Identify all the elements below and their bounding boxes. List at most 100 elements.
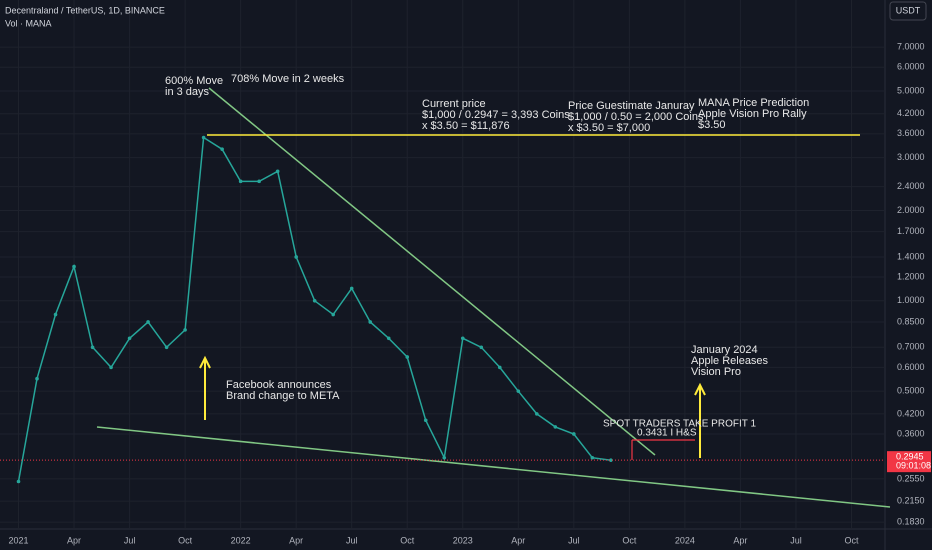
y-tick-label: 0.8500 — [897, 316, 925, 326]
annotation: MANA Price Prediction — [698, 97, 809, 109]
chart-subtitle: Vol · MANA — [5, 18, 52, 28]
currency-button[interactable] — [889, 1, 927, 21]
y-tick-label: 0.2550 — [897, 473, 925, 483]
x-tick-label: Apr — [733, 535, 747, 545]
price-point — [331, 312, 335, 317]
neckline — [631, 439, 695, 460]
currency-label[interactable]: USDT — [896, 5, 921, 15]
x-tick-label: Apr — [289, 535, 303, 545]
annotation: SPOT TRADERS TAKE PROFIT 1 — [603, 419, 756, 430]
trend-line — [96, 426, 891, 508]
price-point — [146, 320, 150, 324]
price-point — [16, 479, 21, 484]
x-tick-label: Oct — [178, 535, 193, 545]
y-tick-label: 7.0000 — [897, 42, 925, 52]
y-tick-label: 4.2000 — [897, 108, 925, 118]
annotation: $3.50 — [698, 119, 726, 131]
price-point — [479, 345, 484, 350]
x-tick-label: Oct — [622, 535, 637, 545]
arrow — [694, 382, 706, 458]
annotation: x $3.50 = $11,876 — [422, 120, 510, 132]
x-tick-label: Jul — [790, 535, 802, 545]
annotation: 708% Move in 2 weeks — [231, 73, 345, 85]
annotation: Facebook announces — [226, 379, 332, 391]
price-point — [90, 345, 95, 350]
price-point — [609, 458, 613, 462]
price-point — [497, 365, 502, 370]
price-point — [275, 169, 280, 174]
x-tick-label: Jul — [568, 535, 580, 545]
y-tick-label: 6.0000 — [897, 62, 925, 72]
annotation: 600% Move — [165, 75, 223, 87]
y-tick-label: 2.0000 — [897, 205, 925, 215]
price-point — [516, 389, 521, 393]
y-tick-label: 0.7000 — [897, 342, 925, 352]
annotation: Vision Pro — [691, 366, 741, 378]
price-point — [590, 455, 595, 460]
y-tick-label: 3.6000 — [897, 128, 925, 138]
annotation: Brand change to META — [226, 390, 340, 402]
y-tick-label: 0.5000 — [897, 386, 925, 396]
price-point — [572, 432, 576, 436]
price-point — [127, 336, 132, 341]
annotation: in 3 days — [165, 86, 210, 98]
annotation: Apple Vision Pro Rally — [698, 108, 807, 120]
trend-line — [208, 87, 656, 456]
price-point — [405, 355, 410, 359]
price-point — [257, 179, 261, 184]
price-point — [35, 376, 39, 381]
price-point — [72, 264, 76, 269]
y-tick-label: 0.2150 — [897, 496, 925, 506]
price-point — [53, 312, 58, 317]
price-point — [535, 412, 539, 416]
annotation: Apple Releases — [691, 355, 769, 367]
price-point — [109, 365, 113, 370]
x-tick-label: Apr — [67, 535, 81, 545]
x-tick-label: Jul — [124, 535, 136, 545]
price-point — [386, 336, 391, 341]
last-price-label: 0.2945 — [896, 452, 924, 462]
price-point — [442, 455, 447, 460]
price-point — [423, 418, 428, 423]
y-tick-label: 0.1830 — [897, 517, 925, 527]
price-point — [312, 298, 317, 303]
y-tick-label: 2.4000 — [897, 181, 925, 191]
price-point — [294, 255, 298, 259]
chart-title: Decentraland / TetherUS, 1D, BINANCE — [5, 5, 165, 15]
grid — [0, 0, 885, 529]
y-tick-label: 5.0000 — [897, 85, 925, 95]
price-point — [201, 135, 206, 140]
countdown: 09:01:08 — [896, 461, 931, 471]
annotation: x $3.50 = $7,000 — [568, 122, 650, 134]
y-tick-label: 3.0000 — [897, 152, 925, 162]
price-point — [238, 179, 243, 184]
last-price-box — [887, 451, 931, 473]
x-tick-label: 2024 — [675, 535, 695, 545]
price-point — [553, 425, 558, 429]
x-tick-label: 2022 — [231, 535, 251, 545]
x-tick-label: Oct — [400, 535, 415, 545]
arrow — [199, 355, 211, 420]
price-point — [349, 286, 354, 291]
y-tick-label: 1.4000 — [897, 251, 925, 261]
plot — [16, 135, 613, 484]
y-tick-label: 0.4200 — [897, 408, 925, 418]
y-tick-label: 1.7000 — [897, 226, 925, 236]
price-point — [183, 328, 187, 332]
annotation: Current price — [422, 98, 486, 110]
price-point — [164, 345, 169, 350]
x-tick-label: 2023 — [453, 535, 473, 545]
annotation: January 2024 — [691, 344, 758, 356]
x-tick-label: Apr — [511, 535, 525, 545]
x-tick-label: 2021 — [8, 535, 28, 545]
y-tick-label: 0.3600 — [897, 428, 925, 438]
annotation: $1,000 / 0.50 = 2,000 Coins — [568, 111, 704, 123]
y-tick-label: 1.2000 — [897, 271, 925, 281]
price-point — [220, 147, 224, 151]
y-tick-label: 0.6000 — [897, 362, 925, 372]
price-point — [368, 320, 373, 324]
price-point — [460, 336, 465, 341]
x-tick-label: Oct — [844, 535, 859, 545]
annotation: 0.3431 I H&S — [637, 428, 697, 439]
